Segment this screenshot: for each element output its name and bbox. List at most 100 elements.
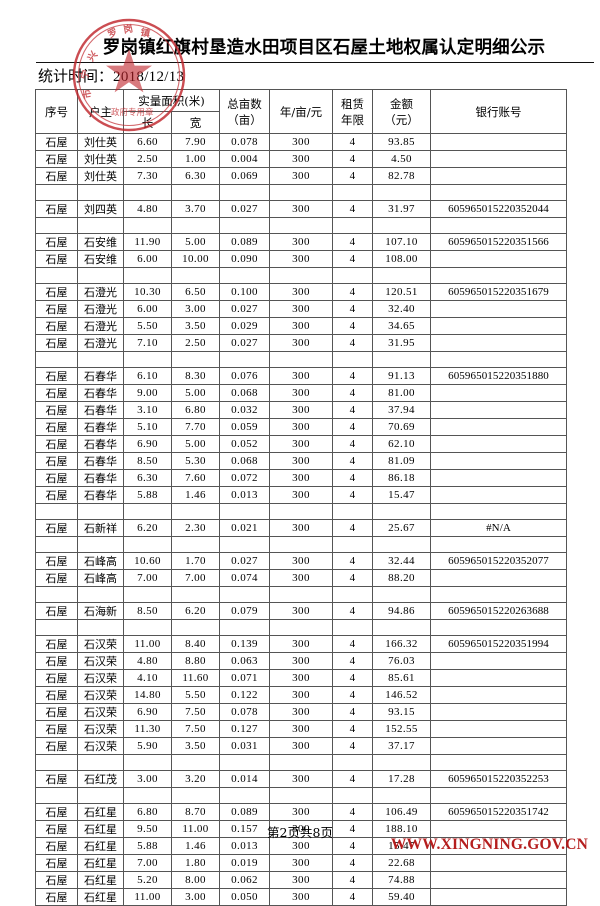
cell-rate: 300 <box>269 200 334 218</box>
cell-width: 1.00 <box>170 150 221 168</box>
cell-amount: 81.00 <box>372 384 432 402</box>
spacer-cell <box>170 351 221 368</box>
cell-length: 6.30 <box>123 469 172 487</box>
statistics-date-label: 统计时间： <box>38 67 114 85</box>
cell-width: 6.30 <box>170 167 221 185</box>
cell-term: 4 <box>332 401 374 419</box>
cell-rate: 300 <box>269 317 334 335</box>
cell-owner: 石澄光 <box>77 283 124 301</box>
statistics-date-value: 2018/12/13 <box>113 69 185 85</box>
cell-seq: 石屋 <box>35 167 78 185</box>
cell-bank <box>430 133 568 151</box>
cell-width: 3.20 <box>170 770 221 788</box>
spacer-cell <box>123 217 172 234</box>
table-spacer-row <box>35 217 568 234</box>
spacer-cell <box>372 586 432 603</box>
table-row: 石屋 石红星 7.00 1.80 0.019 300 4 22.68 <box>35 854 568 872</box>
spacer-cell <box>35 351 78 368</box>
spacer-cell <box>77 184 124 201</box>
cell-owner: 石红星 <box>77 871 124 889</box>
cell-bank <box>430 720 568 738</box>
cell-bank <box>430 703 568 721</box>
cell-total-mu: 0.074 <box>219 569 271 587</box>
spacer-cell <box>332 217 374 234</box>
cell-owner: 石汉荣 <box>77 737 124 755</box>
cell-length: 9.00 <box>123 384 172 402</box>
cell-width: 2.30 <box>170 519 221 537</box>
cell-term: 4 <box>332 283 374 301</box>
spacer-cell <box>170 184 221 201</box>
table-row: 石屋 石汉荣 11.30 7.50 0.127 300 4 152.55 <box>35 720 568 738</box>
cell-length: 6.00 <box>123 250 172 268</box>
cell-rate: 300 <box>269 552 334 570</box>
spacer-cell <box>77 351 124 368</box>
document-page: 罗 岗 镇 兴 宁 市 政府专用章 罗岗镇红旗村垦造水田项目区石屋土地权属认定明… <box>35 18 594 906</box>
table-spacer-row <box>35 184 568 201</box>
cell-total-mu: 0.052 <box>219 435 271 453</box>
cell-owner: 石澄光 <box>77 317 124 335</box>
cell-owner: 刘仕英 <box>77 150 124 168</box>
cell-total-mu: 0.090 <box>219 250 271 268</box>
spacer-cell <box>332 536 374 553</box>
cell-seq: 石屋 <box>35 367 78 385</box>
cell-owner: 刘仕英 <box>77 133 124 151</box>
table-spacer-row <box>35 351 568 368</box>
cell-width: 1.70 <box>170 552 221 570</box>
cell-total-mu: 0.032 <box>219 401 271 419</box>
cell-owner: 石春华 <box>77 486 124 504</box>
cell-amount: 81.09 <box>372 452 432 470</box>
spacer-cell <box>372 184 432 201</box>
table-spacer-row <box>35 787 568 804</box>
cell-amount: 106.49 <box>372 803 432 821</box>
cell-bank: 605965015220263688 <box>430 602 568 620</box>
spacer-cell <box>332 184 374 201</box>
cell-term: 4 <box>332 854 374 872</box>
table-row: 石屋 刘四英 4.80 3.70 0.027 300 4 31.97 6059650152203… <box>35 200 568 218</box>
cell-length: 11.00 <box>123 635 172 653</box>
spacer-cell <box>269 536 334 553</box>
cell-term: 4 <box>332 720 374 738</box>
cell-seq: 石屋 <box>35 635 78 653</box>
cell-width: 5.30 <box>170 452 221 470</box>
table-row: 石屋 石新祥 6.20 2.30 0.021 300 4 25.67 #N/A <box>35 519 568 537</box>
spacer-cell <box>170 787 221 804</box>
cell-seq: 石屋 <box>35 150 78 168</box>
spacer-cell <box>430 503 568 520</box>
cell-term: 4 <box>332 435 374 453</box>
spacer-cell <box>430 619 568 636</box>
table-row: 石屋 石峰高 10.60 1.70 0.027 300 4 32.44 605965015220… <box>35 552 568 570</box>
cell-amount: 31.97 <box>372 200 432 218</box>
spacer-cell <box>77 787 124 804</box>
cell-owner: 石汉荣 <box>77 652 124 670</box>
spacer-cell <box>123 503 172 520</box>
spacer-cell <box>430 586 568 603</box>
spacer-cell <box>170 536 221 553</box>
cell-seq: 石屋 <box>35 300 78 318</box>
cell-term: 4 <box>332 888 374 906</box>
spacer-cell <box>372 754 432 771</box>
cell-rate: 300 <box>269 384 334 402</box>
cell-amount: 25.67 <box>372 519 432 537</box>
cell-total-mu: 0.100 <box>219 283 271 301</box>
spacer-cell <box>35 184 78 201</box>
cell-owner: 石春华 <box>77 418 124 436</box>
cell-total-mu: 0.021 <box>219 519 271 537</box>
spacer-cell <box>219 217 271 234</box>
cell-amount: 4.50 <box>372 150 432 168</box>
cell-rate: 300 <box>269 770 334 788</box>
table-spacer-row <box>35 586 568 603</box>
cell-length: 10.30 <box>123 283 172 301</box>
spacer-cell <box>77 586 124 603</box>
cell-total-mu: 0.059 <box>219 418 271 436</box>
cell-rate: 300 <box>269 569 334 587</box>
spacer-cell <box>77 503 124 520</box>
cell-seq: 石屋 <box>35 602 78 620</box>
cell-owner: 石峰高 <box>77 552 124 570</box>
cell-amount: 93.85 <box>372 133 432 151</box>
cell-bank: 605965015220352077 <box>430 552 568 570</box>
cell-seq: 石屋 <box>35 854 78 872</box>
spacer-cell <box>430 184 568 201</box>
cell-owner: 石红星 <box>77 888 124 906</box>
cell-seq: 石屋 <box>35 334 78 352</box>
cell-total-mu: 0.157 <box>219 820 271 838</box>
